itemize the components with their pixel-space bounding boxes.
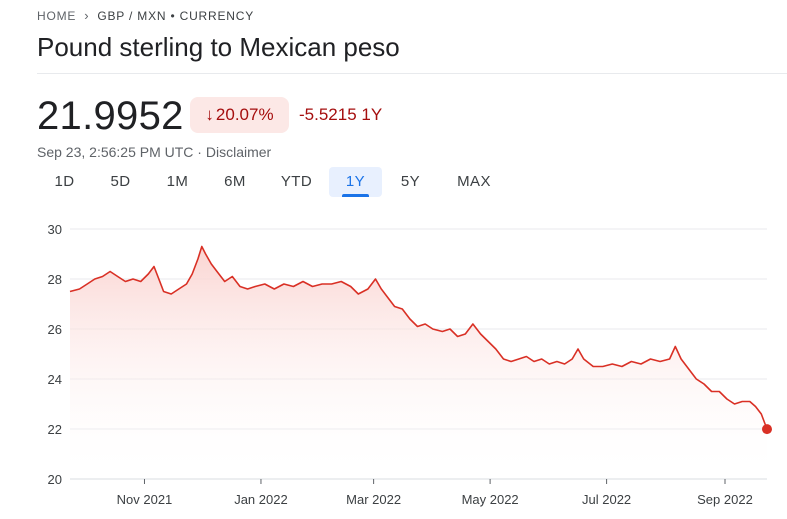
- x-tick-label: Jul 2022: [582, 492, 631, 507]
- breadcrumb-home-link[interactable]: HOME: [37, 8, 77, 23]
- change-absolute: -5.5215 1Y: [299, 105, 383, 124]
- tab-1m[interactable]: 1M: [166, 173, 189, 190]
- x-tick-label: Sep 2022: [697, 492, 753, 507]
- x-tick-label: Jan 2022: [234, 492, 288, 507]
- y-axis: 20 22 24 26 28 30: [48, 222, 62, 487]
- tab-5y[interactable]: 5Y: [400, 173, 421, 190]
- tab-ytd[interactable]: YTD: [280, 173, 313, 190]
- quote-timestamp: Sep 23, 2:56:25 PM UTC: [37, 144, 194, 160]
- price-chart[interactable]: 20 22 24 26 28 30 Nov 2021 Jan 2022 Mar 2022 May…: [0, 200, 787, 519]
- tab-5d[interactable]: 5D: [110, 173, 131, 190]
- y-tick-label: 28: [48, 272, 62, 287]
- y-tick-label: 26: [48, 322, 62, 337]
- tab-max[interactable]: MAX: [457, 173, 491, 190]
- series-line: [69, 245, 768, 430]
- divider: [37, 73, 787, 74]
- breadcrumb-current: GBP / MXN • CURRENCY: [97, 8, 255, 23]
- change-percent-value: 20.07%: [215, 105, 274, 124]
- breadcrumb: HOME › GBP / MXN • CURRENCY: [37, 8, 254, 23]
- range-tabs: 1D 5D 1M 6M YTD 1Y 5Y MAX: [37, 167, 509, 197]
- disclaimer-link[interactable]: Disclaimer: [205, 144, 272, 160]
- x-axis: Nov 2021 Jan 2022 Mar 2022 May 2022 Jul 2022…: [117, 479, 753, 507]
- current-price: 21.9952: [37, 94, 184, 138]
- tab-1y[interactable]: 1Y: [329, 167, 382, 197]
- tab-1d[interactable]: 1D: [54, 173, 75, 190]
- y-tick-label: 22: [48, 422, 62, 437]
- y-tick-label: 24: [48, 372, 62, 387]
- chevron-right-icon: ›: [84, 8, 90, 23]
- y-tick-label: 30: [48, 222, 62, 237]
- x-tick-label: May 2022: [462, 492, 519, 507]
- series-area: [70, 246, 767, 479]
- y-tick-label: 20: [48, 472, 62, 487]
- x-tick-label: Mar 2022: [346, 492, 401, 507]
- quote-timestamp-row: Sep 23, 2:56:25 PM UTC · Disclaimer: [37, 144, 271, 160]
- change-percent-badge: ↓ 20.07%: [190, 97, 289, 133]
- chart-series: [69, 245, 772, 479]
- tab-6m[interactable]: 6M: [224, 173, 246, 190]
- x-tick-label: Nov 2021: [117, 492, 173, 507]
- arrow-down-icon: ↓: [205, 105, 214, 124]
- current-value-dot: [762, 424, 772, 435]
- page-title: Pound sterling to Mexican peso: [37, 32, 400, 62]
- timestamp-separator: ·: [193, 144, 206, 160]
